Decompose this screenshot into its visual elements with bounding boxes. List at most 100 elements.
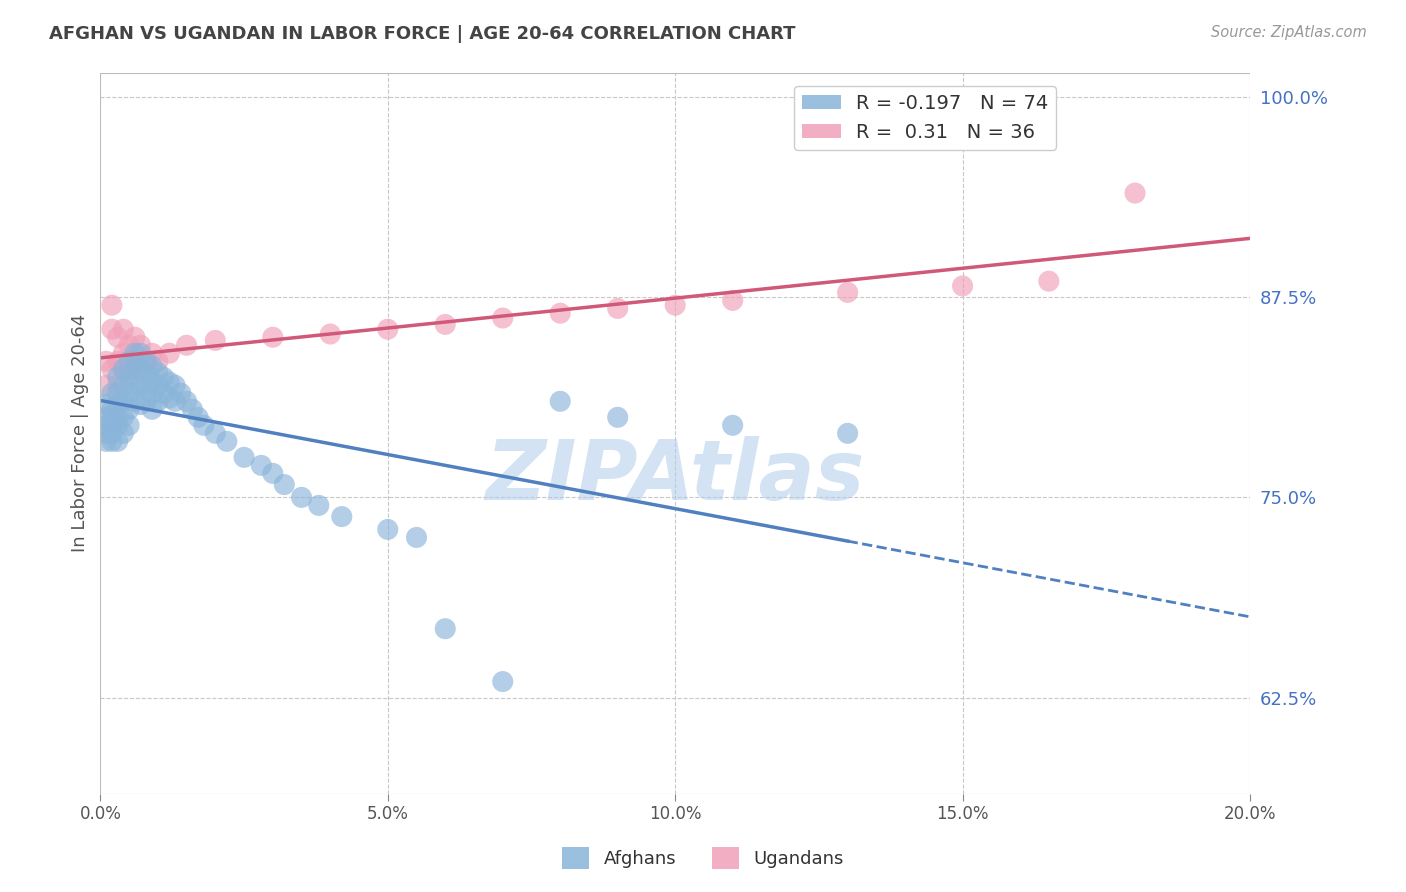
Point: [101, 426, 124, 441]
Point: [112, 322, 135, 336]
Point: [215, 434, 238, 449]
Point: [152, 386, 174, 401]
Point: [273, 477, 295, 491]
Point: [141, 386, 163, 401]
Point: [135, 354, 157, 368]
Point: [1038, 274, 1060, 288]
Point: [492, 674, 515, 689]
Point: [135, 378, 157, 392]
Point: [492, 311, 515, 326]
Point: [129, 362, 152, 376]
Point: [405, 530, 427, 544]
Point: [112, 410, 135, 425]
Point: [141, 375, 163, 389]
Point: [118, 386, 141, 401]
Point: [176, 394, 198, 409]
Point: [94, 418, 117, 433]
Point: [101, 322, 124, 336]
Point: [94, 378, 117, 392]
Point: [176, 338, 198, 352]
Point: [146, 354, 169, 368]
Point: [107, 397, 129, 411]
Legend: Afghans, Ugandans: Afghans, Ugandans: [555, 839, 851, 876]
Point: [107, 370, 129, 384]
Point: [165, 394, 187, 409]
Point: [193, 418, 215, 433]
Point: [157, 346, 180, 360]
Point: [262, 467, 284, 481]
Point: [233, 450, 256, 465]
Point: [152, 370, 174, 384]
Point: [135, 366, 157, 380]
Point: [112, 362, 135, 376]
Point: [548, 306, 571, 320]
Point: [107, 418, 129, 433]
Point: [170, 386, 193, 401]
Point: [112, 426, 135, 441]
Text: Source: ZipAtlas.com: Source: ZipAtlas.com: [1211, 25, 1367, 40]
Point: [118, 362, 141, 376]
Point: [124, 378, 146, 392]
Point: [250, 458, 273, 473]
Legend: R = -0.197   N = 74, R =  0.31   N = 36: R = -0.197 N = 74, R = 0.31 N = 36: [794, 87, 1056, 150]
Point: [107, 330, 129, 344]
Point: [107, 386, 129, 401]
Point: [129, 346, 152, 360]
Point: [94, 397, 117, 411]
Text: AFGHAN VS UGANDAN IN LABOR FORCE | AGE 20-64 CORRELATION CHART: AFGHAN VS UGANDAN IN LABOR FORCE | AGE 2…: [49, 25, 796, 43]
Point: [721, 418, 744, 433]
Point: [107, 410, 129, 425]
Point: [135, 394, 157, 409]
Point: [118, 402, 141, 417]
Point: [94, 426, 117, 441]
Point: [290, 491, 312, 505]
Point: [146, 378, 169, 392]
Point: [548, 394, 571, 409]
Point: [187, 410, 209, 425]
Point: [124, 354, 146, 368]
Point: [129, 378, 152, 392]
Point: [112, 346, 135, 360]
Point: [129, 362, 152, 376]
Point: [330, 509, 353, 524]
Point: [837, 285, 859, 300]
Point: [377, 322, 399, 336]
Point: [181, 402, 204, 417]
Point: [157, 391, 180, 405]
Point: [434, 622, 457, 636]
Point: [118, 370, 141, 384]
Point: [101, 362, 124, 376]
Point: [262, 330, 284, 344]
Point: [101, 298, 124, 312]
Y-axis label: In Labor Force | Age 20-64: In Labor Force | Age 20-64: [72, 314, 89, 552]
Point: [124, 330, 146, 344]
Point: [837, 426, 859, 441]
Point: [101, 402, 124, 417]
Point: [118, 338, 141, 352]
Point: [1123, 186, 1146, 200]
Point: [141, 346, 163, 360]
Point: [146, 394, 169, 409]
Point: [129, 397, 152, 411]
Point: [165, 378, 187, 392]
Point: [118, 354, 141, 368]
Point: [112, 362, 135, 376]
Point: [112, 378, 135, 392]
Point: [308, 499, 330, 513]
Point: [112, 394, 135, 409]
Point: [129, 338, 152, 352]
Point: [94, 434, 117, 449]
Point: [606, 301, 628, 316]
Point: [664, 298, 686, 312]
Point: [124, 394, 146, 409]
Point: [107, 354, 129, 368]
Point: [107, 378, 129, 392]
Point: [952, 279, 974, 293]
Point: [377, 523, 399, 537]
Point: [101, 386, 124, 401]
Point: [118, 418, 141, 433]
Point: [101, 418, 124, 433]
Point: [434, 318, 457, 332]
Point: [124, 346, 146, 360]
Point: [204, 334, 226, 348]
